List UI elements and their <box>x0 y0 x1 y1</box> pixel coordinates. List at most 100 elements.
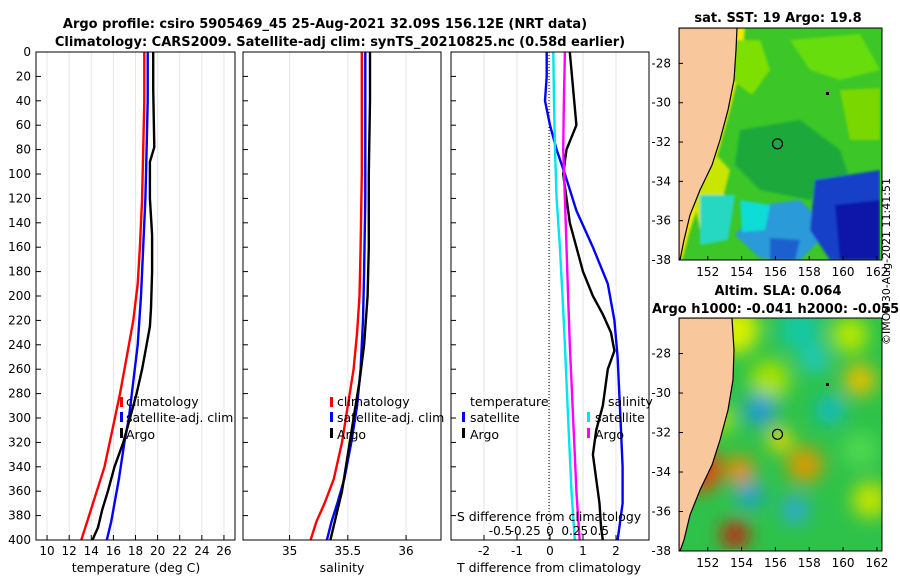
series-line-satellite-adj-clim <box>105 52 149 540</box>
map-y-tick-label: -34 <box>651 465 671 479</box>
island-marker <box>826 92 829 95</box>
temperature-grid <box>46 52 225 540</box>
map-x-tick-label: 160 <box>832 556 855 570</box>
map-x-tick-label: 152 <box>696 556 719 570</box>
island-marker <box>826 383 829 386</box>
map-x-tick-label: 152 <box>696 265 719 279</box>
y-tick-label: 200 <box>8 289 31 303</box>
y-tick-label: 100 <box>8 167 31 181</box>
difference-ticks: -2 -1 0 1 2 -0.5-0.25 0 0.25 0.5 <box>451 51 620 558</box>
series-line-salinity-argo <box>562 52 581 540</box>
legend-argo: Argo <box>126 427 155 442</box>
x-tick-label: 22 <box>172 544 187 558</box>
series-line-salinity-satellite <box>552 52 576 540</box>
legend-swatch-argo <box>330 428 333 438</box>
temperature-ticks: 0 20 40 60 80 100 120 140 160 180 200 220 240 260 280 3… <box>8 45 231 558</box>
x-tick-label: -2 <box>478 544 490 558</box>
x-tick-label: 12 <box>62 544 77 558</box>
x-tick-label: 18 <box>128 544 143 558</box>
salinity-legend: climatology satellite-adj. clim Argo <box>330 394 444 442</box>
x-tick-label: 24 <box>194 544 209 558</box>
y-tick-label: 20 <box>16 69 31 83</box>
map-y-tick-label: -32 <box>651 426 671 440</box>
y-tick-label: 180 <box>8 265 31 279</box>
figure-title-line2: Climatology: CARS2009. Satellite-adj cli… <box>55 35 625 50</box>
x-tick-label: 36 <box>398 544 413 558</box>
y-tick-label: 60 <box>16 118 31 132</box>
legend-s-satellite: satellite <box>595 410 645 425</box>
y-tick-label: 260 <box>8 362 31 376</box>
series-line-argo <box>329 52 372 540</box>
y-tick-label: 120 <box>8 191 31 205</box>
sla-map-ticks: 152 154 156 158 160 162 -28 -30 -32 -34 -36 -38 <box>651 347 888 570</box>
series-line-temperature-satellite <box>543 52 624 540</box>
sla-map: 152 154 156 158 160 162 -28 -30 -32 -34 -36 -38 <box>651 317 888 570</box>
difference-legend: temperature satellite Argo salinity sate… <box>462 394 653 442</box>
temperature-legend: climatology satellite-adj. clim Argo <box>120 394 233 442</box>
y-tick-label: 0 <box>23 45 31 59</box>
temperature-x-label: temperature (deg C) <box>72 560 201 575</box>
difference-panel: -2 -1 0 1 2 -0.5-0.25 0 0.25 0.5 S difference fr… <box>450 51 653 575</box>
sst-map-ticks: 152 154 156 158 160 162 -28 -30 -32 -34 -36 -38 <box>651 56 888 279</box>
legend-climatology: climatology <box>126 394 199 409</box>
legend-t-satellite: satellite <box>470 410 520 425</box>
map-y-tick-label: -28 <box>651 347 671 361</box>
sst-map: 152 154 156 158 160 162 -28 -30 -32 -34 -36 -38 <box>651 27 888 279</box>
legend-climatology: climatology <box>337 394 410 409</box>
legend-swatch-climatology <box>330 397 333 407</box>
y-tick-label: 140 <box>8 216 31 230</box>
x-tick-label: 35.5 <box>334 544 361 558</box>
map-y-tick-label: -32 <box>651 135 671 149</box>
map-y-tick-label: -30 <box>651 96 671 110</box>
map-x-tick-label: 158 <box>798 265 821 279</box>
x-tick-label: 10 <box>39 544 54 558</box>
legend-swatch-t-satellite <box>462 412 465 422</box>
temperature-panel: 0 20 40 60 80 100 120 140 160 180 200 220 240 260 280 3… <box>8 45 236 575</box>
s-tick-label: -0.25 <box>510 524 541 538</box>
x-tick-label: 1 <box>579 544 587 558</box>
y-tick-label: 40 <box>16 94 31 108</box>
legend-s-argo: Argo <box>595 427 624 442</box>
salinity-ticks: 35 35.5 36 <box>243 51 414 558</box>
y-tick-label: 220 <box>8 313 31 327</box>
series-line-temperature-argo <box>562 52 616 540</box>
difference-series <box>543 52 624 540</box>
legend-salinity-header: salinity <box>608 394 653 409</box>
map-x-tick-label: 156 <box>764 556 787 570</box>
sla-map-title-line1: Altim. SLA: 0.064 <box>715 284 842 299</box>
map-y-tick-label: -36 <box>651 214 671 228</box>
map-x-tick-label: 162 <box>865 265 888 279</box>
t-difference-label: T difference from climatology <box>456 560 642 575</box>
y-tick-label: 240 <box>8 338 31 352</box>
series-line-climatology <box>309 52 363 540</box>
legend-satellite-adj-clim: satellite-adj. clim <box>337 410 444 425</box>
legend-swatch-t-argo <box>462 428 465 438</box>
map-y-tick-label: -38 <box>651 544 671 558</box>
legend-argo: Argo <box>337 427 366 442</box>
x-tick-label: -1 <box>511 544 523 558</box>
legend-swatch-s-satellite <box>587 412 590 422</box>
figure-title-line1: Argo profile: csiro 5905469_45 25-Aug-20… <box>63 17 587 32</box>
sst-coastline <box>679 28 738 260</box>
x-tick-label: 35 <box>282 544 297 558</box>
s-tick-label: 0.5 <box>590 524 609 538</box>
map-x-tick-label: 160 <box>832 265 855 279</box>
y-tick-label: 280 <box>8 387 31 401</box>
s-difference-label: S difference from climatology <box>457 509 642 524</box>
float-position-marker <box>771 428 784 440</box>
x-tick-label: 2 <box>612 544 620 558</box>
legend-swatch-satellite-adj <box>330 412 333 422</box>
s-tick-label: -0.5 <box>489 524 512 538</box>
x-tick-label: 26 <box>216 544 231 558</box>
sla-coastline <box>679 318 735 551</box>
map-x-tick-label: 158 <box>798 556 821 570</box>
y-tick-label: 360 <box>8 484 31 498</box>
y-tick-label: 380 <box>8 509 31 523</box>
legend-temperature-header: temperature <box>470 394 549 409</box>
y-tick-label: 80 <box>16 143 31 157</box>
y-tick-label: 340 <box>8 460 31 474</box>
x-tick-label: 20 <box>150 544 165 558</box>
legend-t-argo: Argo <box>470 427 499 442</box>
map-x-tick-label: 154 <box>730 556 753 570</box>
